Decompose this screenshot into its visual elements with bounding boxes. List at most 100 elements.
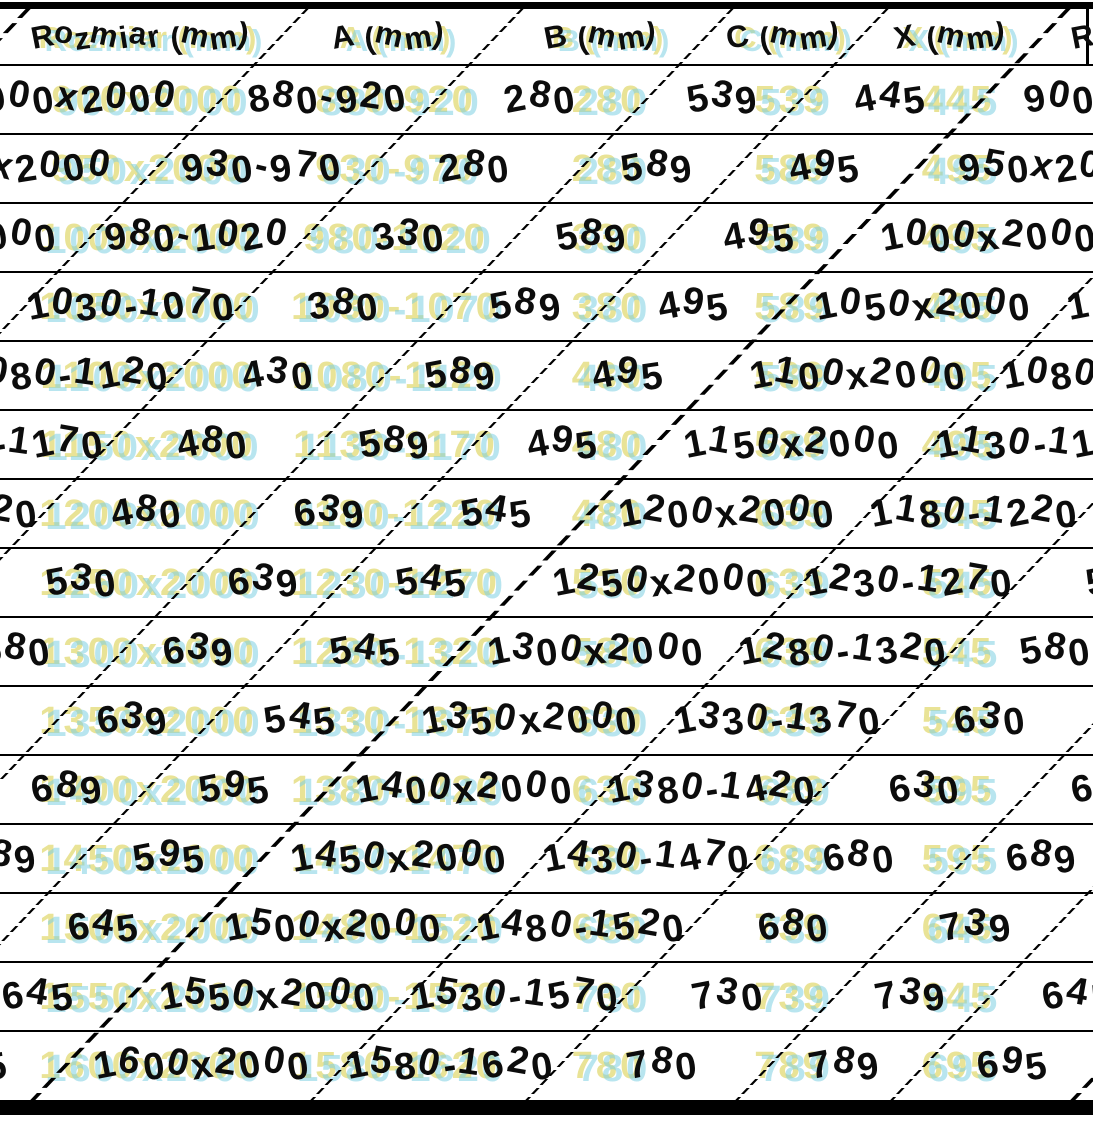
glyph: 8 <box>1041 624 1073 670</box>
glyph: X <box>891 17 920 56</box>
glyph: 8 <box>7 354 38 400</box>
cell-rozmiar: 1600x2000 <box>45 1048 263 1090</box>
glyph: - <box>1029 423 1052 467</box>
glyph: 0 <box>414 1039 448 1087</box>
glyph: ( <box>167 20 184 57</box>
cell-c: C (mm) <box>734 20 847 55</box>
glyph: 9 <box>986 906 1016 952</box>
cell-a: 1380-1420 <box>605 762 821 813</box>
glyph: 5 <box>181 969 213 1015</box>
glyph: 0 <box>419 216 449 262</box>
table-row: 1000x2000 980-1020 330 589 495 <box>850 202 1093 271</box>
glyph: 8 <box>916 492 946 538</box>
glyph: 1 <box>680 421 713 467</box>
glyph: 7 <box>569 969 601 1015</box>
cell-x: 695 <box>923 1038 1093 1089</box>
glyph: 6 <box>1038 973 1071 1019</box>
glyph: 0 <box>1071 216 1093 262</box>
table-row: 1150x2000 1130-1170 480 589 495 <box>0 409 653 478</box>
glyph: x <box>0 142 20 190</box>
table-row: 1400x2000 1380-1420 630 689 595 <box>325 754 1093 823</box>
glyph: 0 <box>533 630 564 676</box>
glyph: 0 <box>588 693 620 739</box>
row-rule <box>0 961 1093 963</box>
glyph: 0 <box>1005 285 1036 331</box>
glyph: 0 <box>0 214 14 260</box>
cell-a: 980-1020 <box>303 217 488 259</box>
glyph: 5 <box>246 900 278 946</box>
cell-rozmiar: 1100x2000 <box>46 358 262 400</box>
glyph: 1 <box>5 418 36 464</box>
cell-c: 689 <box>754 769 827 811</box>
glyph: 5 <box>310 699 341 745</box>
cell-b: 480 <box>42 486 252 537</box>
glyph: 1 <box>891 486 923 532</box>
cell-c: 639 <box>56 693 211 744</box>
glyph: 0 <box>926 216 957 262</box>
glyph: R <box>27 17 58 56</box>
glyph: 7 <box>831 693 863 739</box>
glyph: 9 <box>77 768 107 814</box>
glyph: ( <box>923 20 940 57</box>
glyph: 1 <box>90 1042 123 1088</box>
cell-a: A (mm) <box>345 23 458 58</box>
glyph: 0 <box>350 975 381 1021</box>
glyph: 0 <box>1022 348 1054 394</box>
glyph: 8 <box>1047 354 1078 400</box>
row-rule <box>0 823 1093 825</box>
glyph: m <box>614 17 648 58</box>
glyph: 4 <box>285 693 317 739</box>
glyph: 8 <box>380 417 412 463</box>
cell-c: 589 <box>754 286 827 328</box>
glyph: 2 <box>802 418 833 464</box>
glyph: 4 <box>588 352 621 398</box>
glyph: 2 <box>826 555 858 601</box>
table-row: 1100x2000 1080-1120 430 589 495 <box>14 345 1054 414</box>
glyph: 3 <box>975 693 1007 739</box>
glyph: 5 <box>367 1038 399 1084</box>
glyph: 0 <box>795 354 826 400</box>
glyph: 6 <box>115 1038 147 1084</box>
cell-c: 739 <box>899 900 1054 951</box>
cell-c: 589 <box>754 148 827 190</box>
glyph: 8 <box>446 348 478 394</box>
glyph: i <box>116 19 132 56</box>
cell-rozmiar: 1050x2000 <box>39 286 257 328</box>
cell-rozmiar: 1250x2000 <box>39 562 257 604</box>
glyph: 1 <box>94 352 126 398</box>
glyph: 0 <box>659 906 690 952</box>
glyph: 0 <box>949 211 983 259</box>
glyph: 0 <box>150 216 181 262</box>
cell-rozmiar: 950x2000 <box>51 148 245 190</box>
cell-c: 589 <box>580 141 735 192</box>
cell-a: 1080-1120 <box>0 348 173 399</box>
glyph: 2 <box>1003 490 1035 536</box>
glyph: 2 <box>1052 146 1083 192</box>
cell-a: 1280-1320 <box>736 624 952 675</box>
glyph: 4 <box>654 283 686 329</box>
table-row: Rozmiar (mm) A (mm) B (mm) C (mm) X (mm) <box>8 10 1048 66</box>
glyph: 5 <box>1016 628 1049 674</box>
row-rule <box>0 340 1093 342</box>
glyph: 0 <box>528 1044 558 1090</box>
glyph: 6 <box>64 904 96 950</box>
glyph: 5 <box>1088 975 1093 1021</box>
cell-b: 430 <box>577 358 651 400</box>
glyph: 0 <box>262 210 294 256</box>
glyph: 6 <box>289 490 322 536</box>
cell-b: 680 <box>577 910 651 952</box>
glyph: 0 <box>545 901 579 949</box>
glyph: 1 <box>586 901 617 947</box>
cell-a: 1030-1070 <box>297 289 506 331</box>
glyph: 5 <box>244 768 275 814</box>
table-row: 1350x2000 1330-1370 630 639 545 <box>391 685 1093 754</box>
glyph: 9 <box>613 348 645 394</box>
glyph: z <box>71 19 94 57</box>
glyph: 3 <box>263 348 295 394</box>
table-row: 1400x2000 1380-1420 630 689 595 <box>14 759 1054 828</box>
glyph: 0 <box>825 421 858 467</box>
glyph: 0 <box>209 285 240 331</box>
cell-a: 1280-1320 <box>291 631 500 673</box>
cell-b: 580 <box>951 624 1093 675</box>
